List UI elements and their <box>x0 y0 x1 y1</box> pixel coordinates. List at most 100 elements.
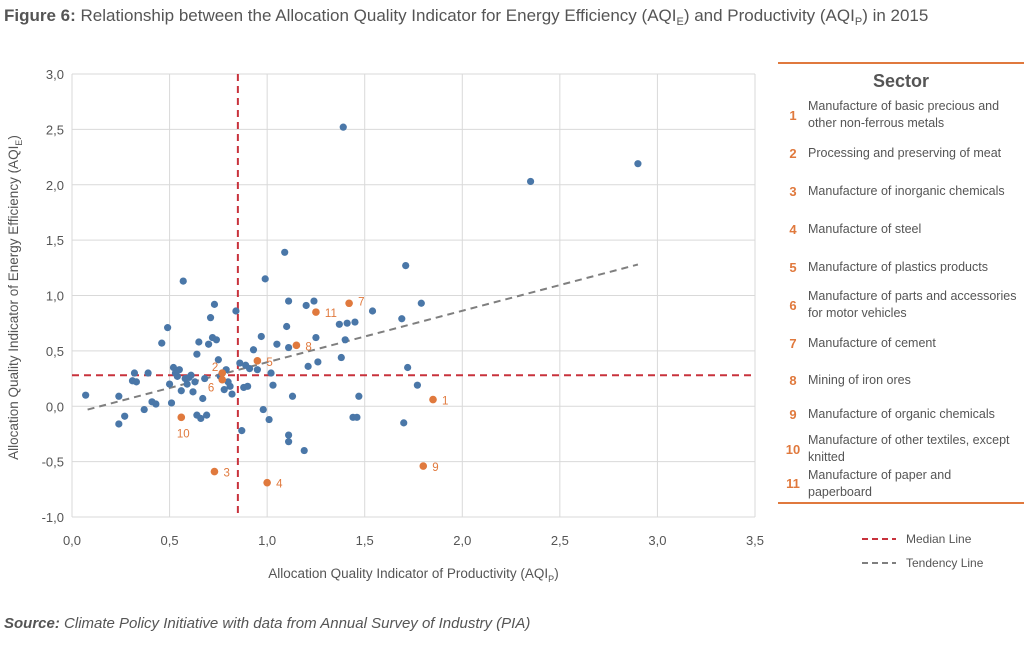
sector-name: Manufacture of paper and paperboard <box>808 467 952 499</box>
sector-row: 3 Manufacture of inorganic chemicals <box>778 172 1024 210</box>
data-point <box>526 177 535 186</box>
data-point <box>191 378 199 386</box>
data-point <box>261 275 269 283</box>
sector-name: Manufacture of plastics products <box>808 259 988 274</box>
sector-row: 6 Manufacture of parts and accessories fo… <box>778 286 1024 324</box>
data-point <box>285 297 293 305</box>
legend-top-rule <box>778 62 1024 64</box>
sector-number: 8 <box>789 372 797 388</box>
data-point <box>343 319 351 327</box>
data-point <box>144 369 152 377</box>
data-point <box>173 372 181 380</box>
y-tick-label: 2,5 <box>46 122 64 137</box>
data-point <box>115 420 123 428</box>
sector-row: 2 Processing and preserving of meat <box>778 134 1024 172</box>
sector-name: Manufacture of organic chemicals <box>808 407 995 421</box>
data-point <box>132 378 140 386</box>
sector-point-label: 11 <box>325 308 337 320</box>
data-point <box>228 390 236 398</box>
sector-number: 3 <box>789 183 797 199</box>
data-point <box>165 380 174 388</box>
data-point <box>187 371 195 379</box>
data-point <box>203 411 211 419</box>
data-point <box>201 374 209 383</box>
y-tick-label: 1,5 <box>46 233 64 248</box>
data-point <box>245 364 254 373</box>
sector-legend: Sector 1 Manufacture of basic precious an… <box>778 62 1024 504</box>
sector-point-label: 10 <box>177 428 190 440</box>
sector-row: 4 Manufacture of steel <box>778 210 1024 248</box>
sector-name: Manufacture of parts and accessories for… <box>808 289 1017 320</box>
data-point <box>285 343 293 352</box>
data-point <box>164 324 172 332</box>
data-point <box>413 381 422 389</box>
sector-name: Manufacture of inorganic chemicals <box>808 183 1005 198</box>
sector-point <box>253 357 262 365</box>
tendency-legend-swatch <box>862 562 896 564</box>
sector-point <box>210 467 219 476</box>
x-tick-label: 0,5 <box>161 533 179 548</box>
data-point <box>214 356 222 364</box>
data-point <box>634 160 642 168</box>
x-tick-label: 2,5 <box>551 533 569 548</box>
data-point <box>339 123 347 131</box>
sector-point <box>218 369 227 377</box>
data-point <box>314 358 322 366</box>
sector-row: 9 Manufacture of organic chemicals <box>778 398 1024 431</box>
y-tick-label: -0,5 <box>42 455 64 470</box>
y-tick-label: -1,0 <box>42 510 64 525</box>
sector-name: Manufacture of cement <box>808 335 936 350</box>
sector-point <box>292 341 301 350</box>
data-point <box>355 392 363 400</box>
data-point <box>195 338 203 346</box>
sector-number: 9 <box>789 407 797 422</box>
sector-point <box>312 308 320 316</box>
median-legend-swatch <box>862 538 896 540</box>
sector-number: 10 <box>785 441 801 457</box>
data-point <box>265 415 273 424</box>
data-point <box>236 359 244 367</box>
data-point <box>130 369 139 377</box>
data-point <box>259 405 267 414</box>
sector-number: 1 <box>789 107 797 123</box>
data-point <box>285 431 293 439</box>
sector-number: 11 <box>786 476 800 491</box>
x-tick-label: 3,5 <box>746 533 764 548</box>
sector-row: 8 Mining of iron ores <box>778 362 1024 398</box>
data-point <box>267 369 275 377</box>
median-legend: Median Line <box>862 532 971 546</box>
title-end: ) in 2015 <box>862 6 929 25</box>
sector-name: Processing and preserving of meat <box>808 145 1002 160</box>
data-point <box>368 307 377 315</box>
data-point <box>226 382 234 390</box>
data-point <box>183 380 191 388</box>
data-point <box>158 339 166 347</box>
sector-name: Mining of iron ores <box>808 372 911 387</box>
sector-point-label: 3 <box>223 468 229 480</box>
title-sub-e: E <box>676 16 684 28</box>
data-point <box>197 414 205 423</box>
figure-title: Figure 6: Relationship between the Alloc… <box>4 6 929 28</box>
data-point <box>302 301 310 310</box>
data-point <box>398 315 406 323</box>
sector-point-label: 8 <box>305 341 311 353</box>
sector-list: 1 Manufacture of basic precious and other… <box>778 96 1024 500</box>
title-sub-p: P <box>854 16 863 28</box>
data-point <box>193 350 201 358</box>
data-point <box>152 400 160 408</box>
source-text: Climate Policy Initiative with data from… <box>64 615 531 632</box>
data-point <box>179 277 187 285</box>
data-point <box>167 399 176 407</box>
sector-point-label: 4 <box>276 479 283 491</box>
x-tick-label: 0,0 <box>63 533 81 548</box>
data-point <box>269 381 277 389</box>
data-point <box>310 297 318 305</box>
data-point <box>288 392 297 400</box>
data-point <box>121 412 129 420</box>
data-point <box>312 333 320 342</box>
data-point <box>232 307 240 315</box>
data-point <box>300 446 308 455</box>
data-point <box>402 261 410 270</box>
y-tick-label: 0,0 <box>46 399 64 414</box>
data-point <box>353 413 361 421</box>
